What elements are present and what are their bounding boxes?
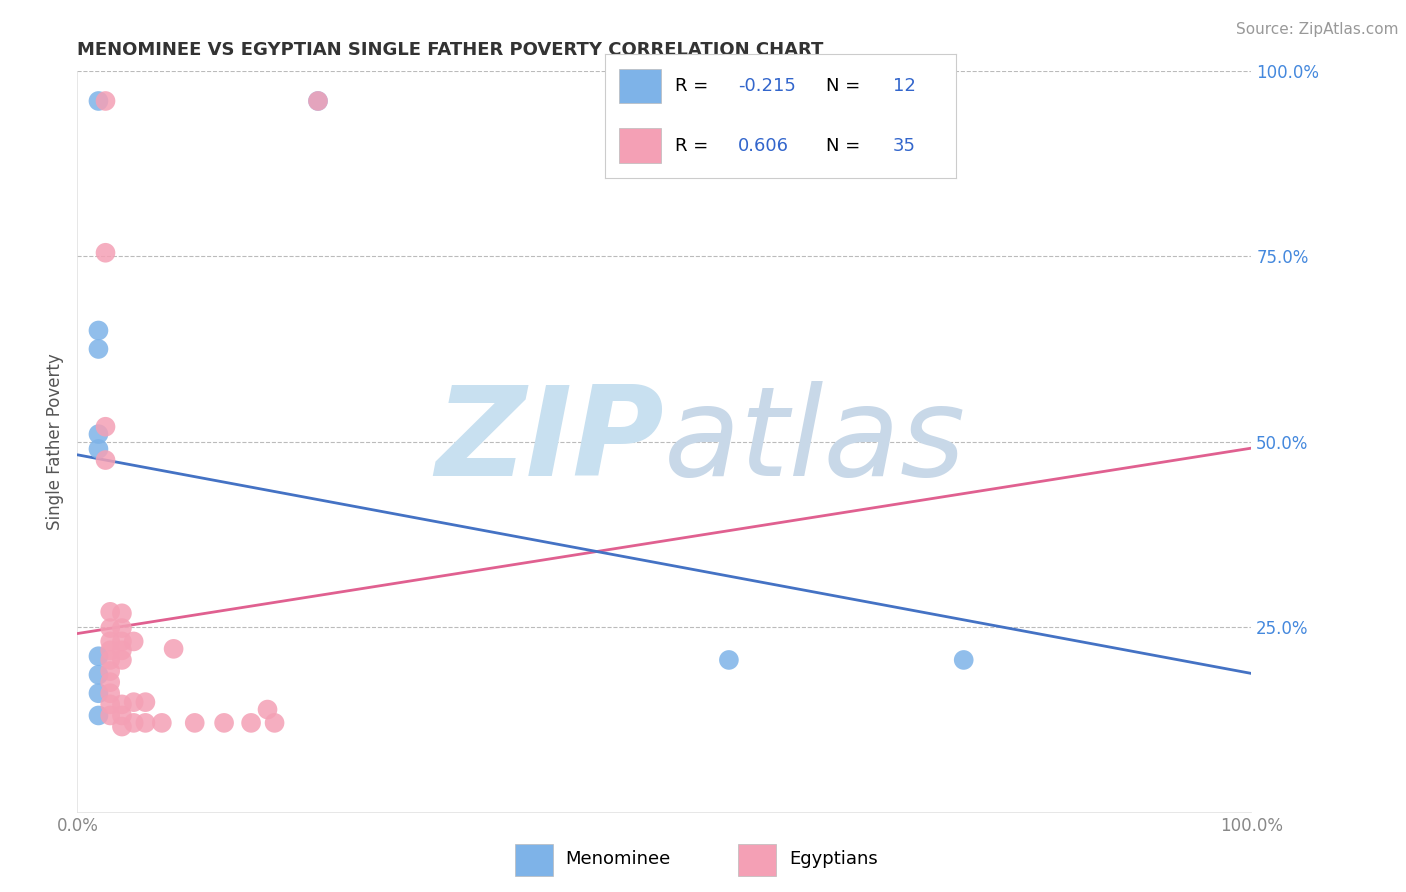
Text: R =: R = [675, 137, 709, 155]
Point [183, 715, 207, 730]
Point [111, 698, 134, 712]
Point [87, 708, 110, 723]
Point [87, 667, 110, 681]
Point [87, 442, 110, 456]
Point [256, 702, 278, 716]
Text: 35: 35 [893, 137, 915, 155]
Point [98, 621, 121, 635]
Bar [738, 844, 776, 876]
Point [150, 715, 173, 730]
Text: ZIP: ZIP [436, 381, 665, 502]
Text: 12: 12 [893, 77, 915, 95]
Point [212, 715, 235, 730]
Text: -0.215: -0.215 [738, 77, 796, 95]
Point [98, 675, 121, 690]
Point [94, 419, 117, 434]
Point [111, 653, 134, 667]
Text: 0.606: 0.606 [738, 137, 789, 155]
Point [87, 649, 110, 664]
Point [952, 653, 974, 667]
Point [98, 643, 121, 657]
Point [263, 715, 285, 730]
Point [87, 427, 110, 442]
Point [94, 94, 117, 108]
Point [87, 686, 110, 700]
Point [98, 708, 121, 723]
Y-axis label: Single Father Poverty: Single Father Poverty [46, 353, 65, 530]
Point [122, 695, 145, 709]
Point [111, 634, 134, 648]
Text: MENOMINEE VS EGYPTIAN SINGLE FATHER POVERTY CORRELATION CHART: MENOMINEE VS EGYPTIAN SINGLE FATHER POVE… [77, 41, 824, 59]
Point [94, 453, 117, 467]
Point [162, 641, 184, 656]
Bar [515, 844, 553, 876]
Point [94, 245, 117, 260]
Point [98, 686, 121, 700]
Point [717, 653, 740, 667]
Point [87, 324, 110, 338]
Bar [619, 69, 661, 103]
Text: Egyptians: Egyptians [789, 849, 877, 868]
Point [307, 94, 329, 108]
Point [111, 643, 134, 657]
Point [307, 94, 329, 108]
Point [98, 634, 121, 648]
Bar [619, 128, 661, 163]
Point [98, 698, 121, 712]
Point [122, 715, 145, 730]
Point [111, 720, 134, 734]
Point [134, 715, 156, 730]
Text: R =: R = [675, 77, 709, 95]
Point [111, 607, 134, 621]
Text: Menominee: Menominee [565, 849, 671, 868]
Point [98, 653, 121, 667]
Point [134, 695, 156, 709]
Point [87, 94, 110, 108]
Point [98, 664, 121, 678]
Point [122, 634, 145, 648]
Text: atlas: atlas [665, 381, 966, 502]
Text: N =: N = [827, 77, 860, 95]
Text: Source: ZipAtlas.com: Source: ZipAtlas.com [1236, 22, 1399, 37]
Point [98, 605, 121, 619]
Text: N =: N = [827, 137, 860, 155]
Point [111, 708, 134, 723]
Point [240, 715, 263, 730]
Point [87, 342, 110, 356]
Point [111, 621, 134, 635]
